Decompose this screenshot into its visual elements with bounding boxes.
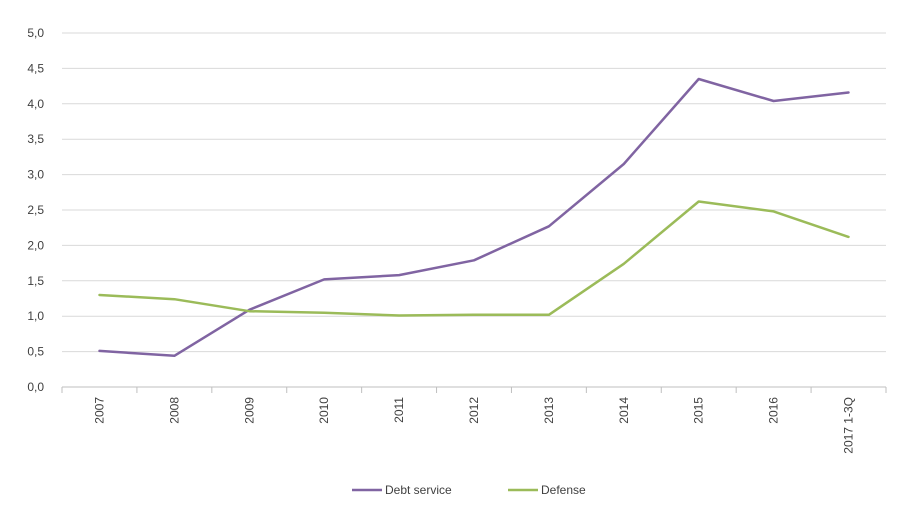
y-tick-label: 3,0 — [27, 168, 44, 182]
legend-label: Debt service — [385, 483, 452, 497]
x-tick-label: 2011 — [392, 397, 406, 423]
legend-label: Defense — [541, 483, 586, 497]
y-axis-tick-labels: 0,0 0,5 1,0 1,5 2,0 2,5 3,0 3,5 4,0 4,5 5,0 — [27, 26, 44, 394]
x-tick-label: 2016 — [767, 397, 781, 424]
y-tick-label: 0,0 — [27, 380, 44, 394]
x-tick-label: 2013 — [542, 397, 556, 424]
x-axis-tick-labels: 2007 2008 2009 2010 2011 2012 2013 2014 2015 2016… — [92, 397, 855, 454]
y-tick-label: 3,5 — [27, 132, 44, 146]
x-tick-label: 2008 — [167, 397, 181, 424]
x-tick-label: 2009 — [242, 397, 256, 424]
x-tick-label: 2007 — [92, 397, 106, 424]
y-tick-label: 1,5 — [27, 274, 44, 288]
y-tick-label: 2,0 — [27, 238, 44, 252]
y-tick-label: 2,5 — [27, 203, 44, 217]
gridlines — [61, 32, 887, 393]
y-tick-label: 0,5 — [27, 345, 44, 359]
x-tick-label: 2010 — [317, 397, 331, 424]
legend: Debt service Defense — [352, 483, 586, 497]
y-tick-label: 5,0 — [27, 26, 44, 40]
y-tick-label: 1,0 — [27, 309, 44, 323]
series-lines — [98, 77, 850, 358]
series-line-defense — [98, 200, 850, 317]
x-tick-label: 2015 — [692, 397, 706, 424]
y-tick-label: 4,5 — [27, 61, 44, 75]
y-tick-label: 4,0 — [27, 97, 44, 111]
x-tick-label: 2017 1-3Q — [842, 397, 856, 454]
x-tick-label: 2012 — [467, 397, 481, 424]
x-tick-label: 2014 — [617, 397, 631, 424]
